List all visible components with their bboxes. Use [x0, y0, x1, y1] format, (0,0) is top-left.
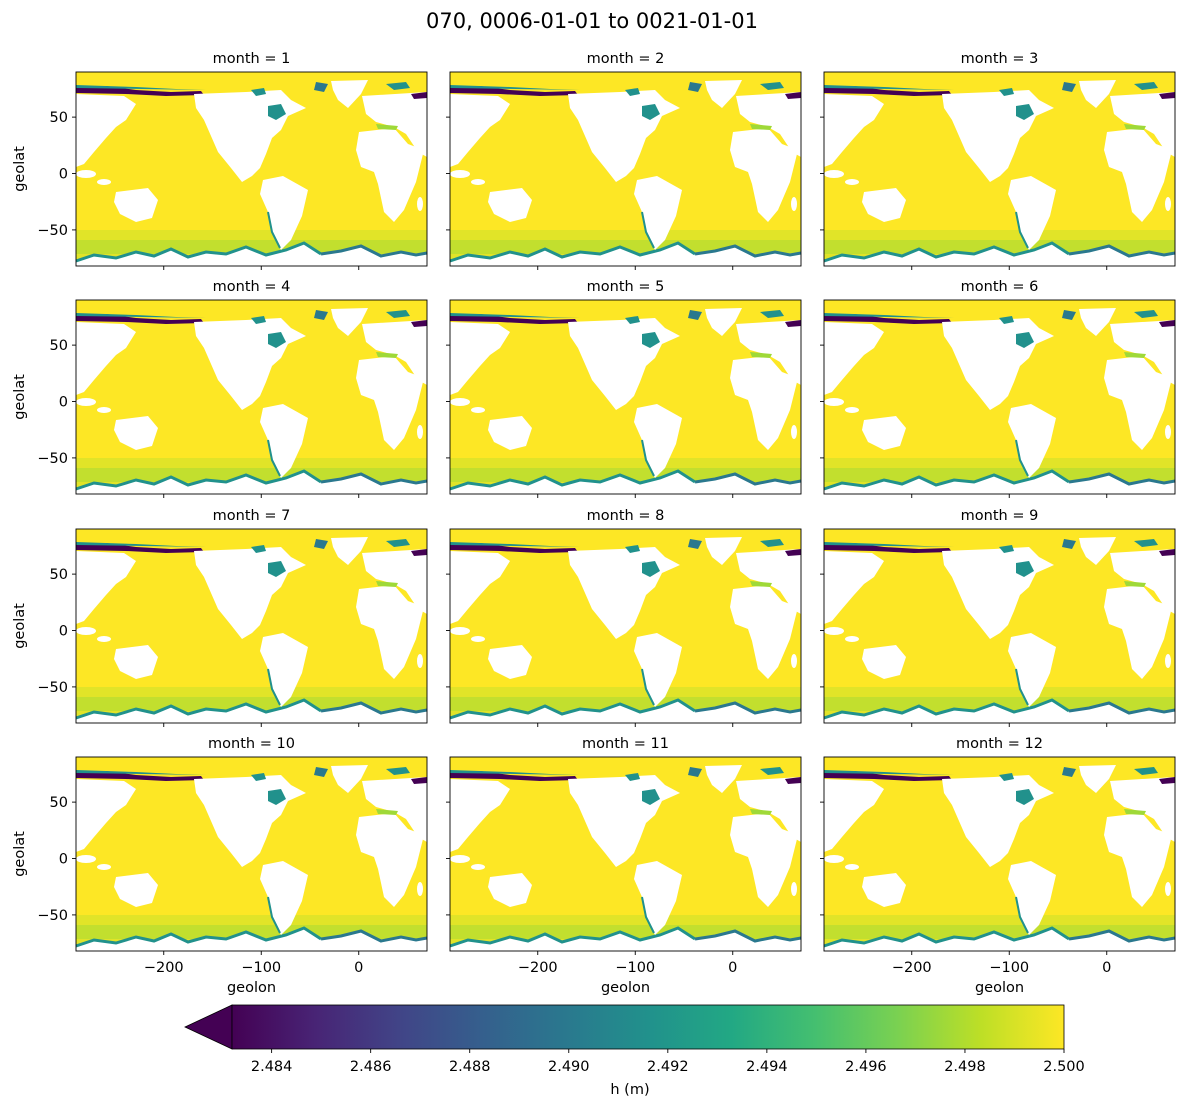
panel-title: month = 8 — [587, 508, 665, 524]
panel-title: month = 12 — [956, 736, 1043, 752]
panel-frame — [823, 756, 1176, 952]
panel-map — [74, 755, 429, 953]
panel-map — [448, 527, 803, 725]
colorbar-gradient — [231, 1004, 1065, 1050]
panel-month-10: month = 10 50 0 −50 −200 −100 0 geolat geolon — [12, 736, 429, 996]
panel-map — [74, 527, 429, 725]
panel-frame — [823, 528, 1176, 724]
panel-frame — [449, 528, 802, 724]
xlabel: geolon — [601, 980, 650, 996]
colorbar-extend-min — [184, 1004, 233, 1050]
xtick-label: −200 — [144, 960, 184, 976]
panel-month-12: month = 12 −200 −100 0 geolon — [820, 736, 1177, 996]
colorbar-ticks: 2.484 2.486 2.488 2.490 2.492 2.494 2.496 2.498… — [251, 1049, 1085, 1075]
colorbar-tick-label: 2.494 — [746, 1059, 788, 1075]
panel-map — [822, 298, 1177, 496]
ytick-label: 50 — [50, 110, 68, 126]
panel-map — [74, 298, 429, 496]
panel-frame — [449, 299, 802, 495]
ytick-label: 0 — [59, 852, 68, 868]
panel-month-6: month = 6 — [820, 279, 1177, 498]
xtick-label: −200 — [518, 960, 558, 976]
colorbar-label: h (m) — [610, 1082, 649, 1098]
panel-month-3: month = 3 — [820, 51, 1177, 270]
figure-title: 070, 0006-01-01 to 0021-01-01 — [426, 9, 758, 33]
panel-title: month = 1 — [213, 51, 291, 67]
panel-title: month = 9 — [961, 508, 1039, 524]
panel-map — [822, 527, 1177, 725]
panel-month-11: month = 11 −200 −100 0 geolon — [446, 736, 803, 996]
panel-month-9: month = 9 — [820, 508, 1177, 727]
colorbar-tick-label: 2.488 — [449, 1059, 491, 1075]
xtick-label: −200 — [892, 960, 932, 976]
panel-map — [448, 298, 803, 496]
colorbar-tick-label: 2.492 — [647, 1059, 689, 1075]
xtick-label: −100 — [989, 960, 1029, 976]
ytick-label: 50 — [50, 567, 68, 583]
ytick-label: −50 — [37, 680, 68, 696]
panel-map — [74, 70, 429, 268]
panel-month-7: month = 7 50 0 −50 geolat — [12, 508, 429, 727]
xtick-label: 0 — [1102, 960, 1111, 976]
colorbar-tick-label: 2.484 — [251, 1059, 293, 1075]
panel-frame — [75, 756, 428, 952]
panel-frame — [823, 299, 1176, 495]
panel-frame — [449, 71, 802, 267]
ytick-label: 0 — [59, 167, 68, 183]
panel-title: month = 5 — [587, 279, 665, 295]
colorbar-tick-label: 2.486 — [350, 1059, 392, 1075]
xtick-label: −100 — [615, 960, 655, 976]
xtick-label: −100 — [241, 960, 281, 976]
colorbar-tick-label: 2.498 — [944, 1059, 986, 1075]
panel-month-2: month = 2 — [446, 51, 803, 270]
colorbar-tick-label: 2.490 — [548, 1059, 590, 1075]
panel-frame — [449, 756, 802, 952]
panel-title: month = 11 — [582, 736, 669, 752]
colorbar: 2.484 2.486 2.488 2.490 2.492 2.494 2.496 2.498… — [184, 1004, 1085, 1098]
xlabel: geolon — [227, 980, 276, 996]
ytick-label: 0 — [59, 395, 68, 411]
ylabel: geolat — [12, 831, 28, 877]
panel-title: month = 10 — [208, 736, 295, 752]
ylabel: geolat — [12, 374, 28, 420]
panel-frame — [75, 71, 428, 267]
panel-title: month = 2 — [587, 51, 665, 67]
ytick-label: −50 — [37, 451, 68, 467]
ytick-label: 50 — [50, 338, 68, 354]
panel-title: month = 4 — [213, 279, 291, 295]
colorbar-tick-label: 2.500 — [1043, 1059, 1085, 1075]
colorbar-tick-label: 2.496 — [845, 1059, 887, 1075]
panel-frame — [75, 299, 428, 495]
panel-title: month = 7 — [213, 508, 291, 524]
panel-month-4: month = 4 50 0 −50 geolat — [12, 279, 429, 498]
ylabel: geolat — [12, 146, 28, 192]
panel-frame — [823, 71, 1176, 267]
panel-title: month = 3 — [961, 51, 1039, 67]
xtick-label: 0 — [354, 960, 363, 976]
ytick-label: −50 — [37, 908, 68, 924]
panel-map — [448, 70, 803, 268]
panel-month-5: month = 5 — [446, 279, 803, 498]
panel-frame — [75, 528, 428, 724]
panel-map — [822, 755, 1177, 953]
panel-title: month = 6 — [961, 279, 1039, 295]
panel-grid: month = 1 50 0 −50 geolat month = 2 month = 3 m… — [12, 51, 1177, 996]
panel-month-1: month = 1 50 0 −50 geolat — [12, 51, 429, 270]
ytick-label: −50 — [37, 223, 68, 239]
panel-map — [822, 70, 1177, 268]
panel-map — [448, 755, 803, 953]
xtick-label: 0 — [728, 960, 737, 976]
ytick-label: 50 — [50, 795, 68, 811]
xlabel: geolon — [975, 980, 1024, 996]
ylabel: geolat — [12, 603, 28, 649]
ytick-label: 0 — [59, 624, 68, 640]
panel-month-8: month = 8 — [446, 508, 803, 727]
